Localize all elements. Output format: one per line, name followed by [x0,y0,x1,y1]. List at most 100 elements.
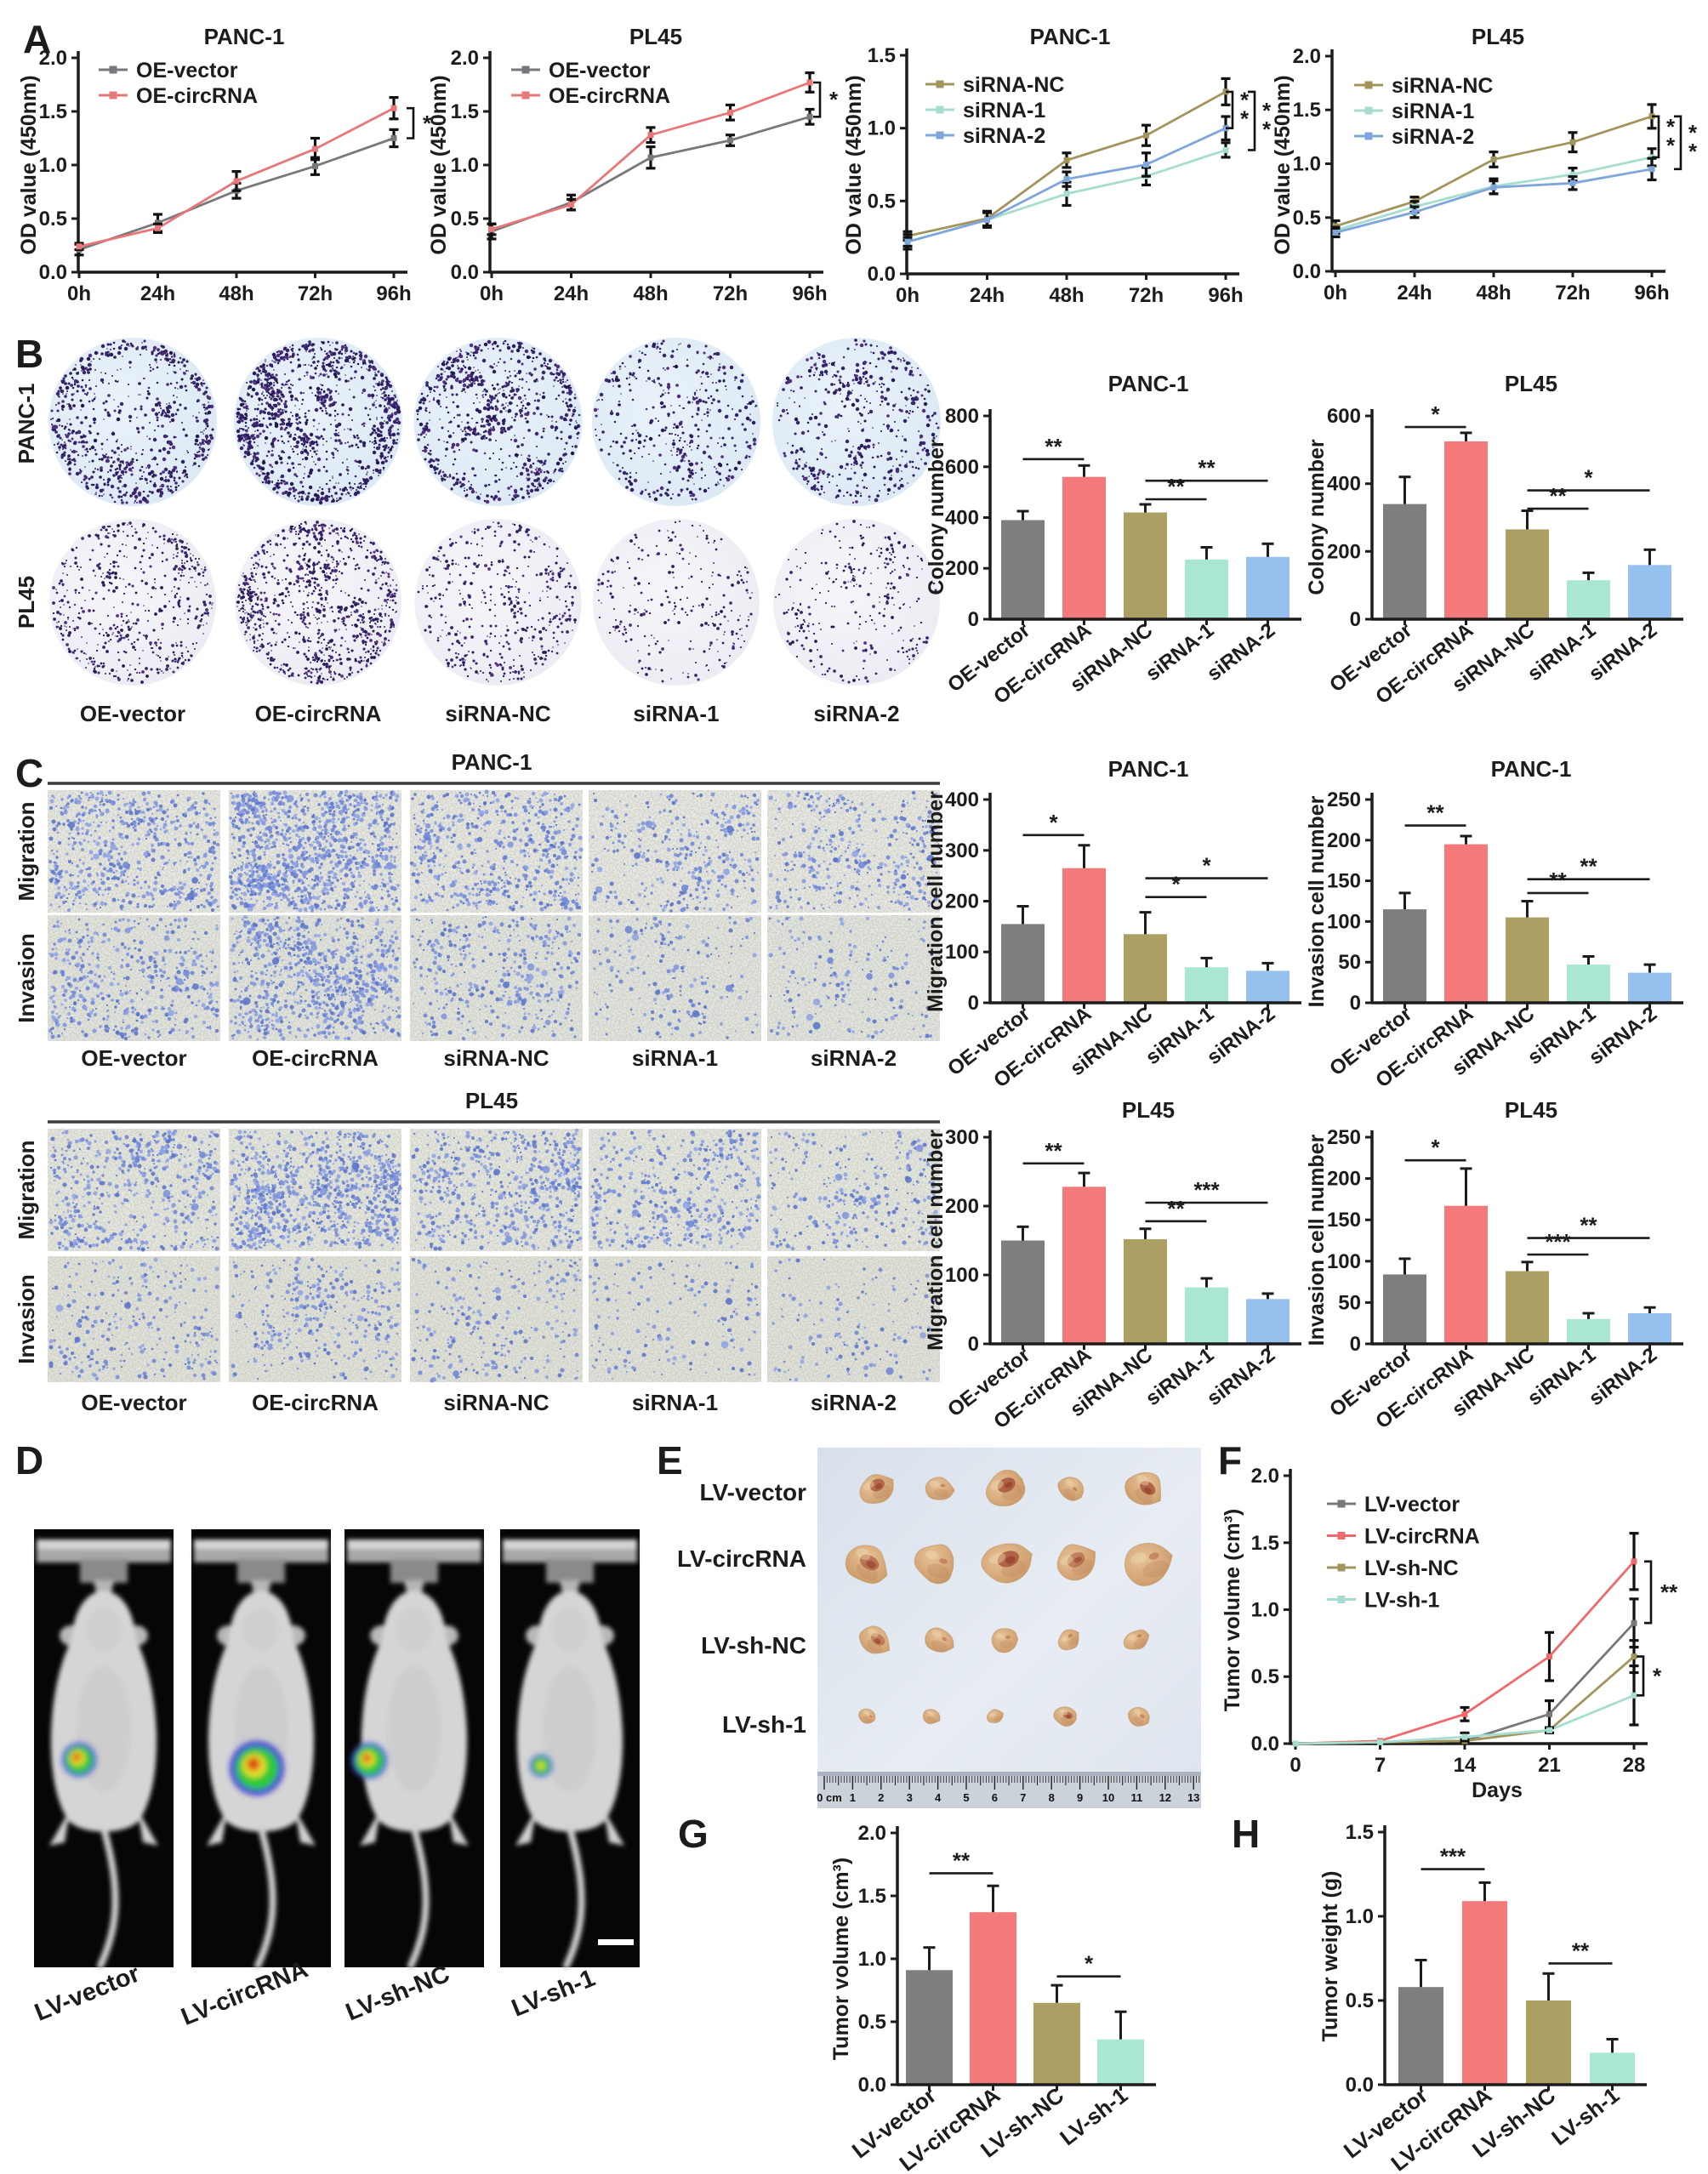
svg-text:Tumor volume (cm³): Tumor volume (cm³) [1221,1509,1244,1711]
svg-text:0.5: 0.5 [858,2011,886,2034]
svg-text:G: G [678,1812,709,1856]
svg-text:0.0: 0.0 [868,263,896,286]
svg-text:LV-sh-1: LV-sh-1 [722,1711,806,1738]
svg-text:A: A [23,17,51,61]
svg-text:72h: 72h [1129,284,1164,307]
svg-text:0: 0 [968,992,979,1015]
svg-text:48h: 48h [219,282,253,305]
svg-text:PL45: PL45 [1505,1097,1557,1123]
svg-text:PL45: PL45 [629,24,682,49]
svg-text:0.0: 0.0 [1251,1733,1279,1756]
svg-text:Invasion cell number: Invasion cell number [1305,1134,1329,1346]
svg-text:siRNA-2: siRNA-2 [963,124,1045,148]
svg-text:**: ** [1198,455,1216,481]
svg-text:8: 8 [1049,1791,1055,1804]
svg-text:LV-circRNA: LV-circRNA [1364,1525,1480,1549]
svg-text:72h: 72h [713,282,748,305]
svg-text:0h: 0h [896,284,919,307]
svg-text:**: ** [1549,868,1567,893]
svg-text:400: 400 [1327,473,1361,496]
svg-text:0.5: 0.5 [1293,207,1321,230]
svg-text:OD value (450nm): OD value (450nm) [1271,75,1295,254]
svg-text:*: * [1688,120,1698,145]
svg-text:1.5: 1.5 [1293,99,1321,122]
svg-text:24h: 24h [970,284,1005,307]
svg-text:*: * [1653,1664,1662,1689]
svg-text:OE-vector: OE-vector [549,59,651,83]
svg-text:PANC-1: PANC-1 [1491,756,1572,782]
svg-text:*: * [1262,117,1272,142]
svg-text:0h: 0h [1324,282,1347,304]
svg-text:OE-circRNA: OE-circRNA [252,1390,379,1415]
svg-text:2.0: 2.0 [1293,45,1321,68]
svg-text:5: 5 [963,1791,969,1804]
svg-text:siRNA-NC: siRNA-NC [963,73,1064,97]
svg-text:LV-vector: LV-vector [1364,1493,1460,1517]
svg-text:Tumor weight (g): Tumor weight (g) [1318,1871,1342,2042]
svg-text:0.0: 0.0 [1293,260,1321,283]
svg-text:*: * [1666,133,1676,158]
svg-text:OE-vector: OE-vector [80,701,185,726]
svg-text:OE-circRNA: OE-circRNA [549,84,670,108]
svg-text:siRNA-2: siRNA-2 [811,1045,897,1071]
svg-text:LV-vector: LV-vector [699,1479,806,1505]
svg-text:14: 14 [1454,1754,1477,1777]
svg-text:PANC-1: PANC-1 [14,384,39,464]
svg-text:13: 13 [1187,1791,1199,1804]
svg-text:0.5: 0.5 [1346,1989,1374,2012]
svg-text:**: ** [1045,1138,1062,1164]
svg-text:10: 10 [1102,1791,1114,1804]
svg-text:0h: 0h [67,282,91,305]
svg-text:*: * [1431,1135,1440,1160]
svg-text:PANC-1: PANC-1 [452,749,532,775]
svg-text:**: ** [1549,483,1567,509]
svg-text:*: * [1666,114,1676,139]
svg-text:3: 3 [907,1791,913,1804]
svg-text:D: D [15,1438,43,1483]
svg-text:1.0: 1.0 [1251,1599,1279,1622]
svg-text:100: 100 [945,941,979,964]
svg-text:Tumor volume (cm³): Tumor volume (cm³) [829,1858,853,2060]
svg-text:0.0: 0.0 [858,2074,886,2097]
svg-text:0: 0 [968,1333,979,1356]
svg-text:400: 400 [945,788,979,811]
svg-text:100: 100 [1327,910,1361,933]
svg-text:96h: 96h [792,282,827,305]
svg-text:600: 600 [945,456,979,479]
svg-text:100: 100 [945,1264,979,1287]
svg-text:7: 7 [1375,1754,1386,1777]
svg-text:Colony number: Colony number [1305,439,1329,595]
svg-text:1.5: 1.5 [1346,1821,1374,1844]
svg-text:*: * [423,111,432,136]
svg-text:50: 50 [1338,1291,1361,1314]
svg-text:4: 4 [935,1791,942,1804]
svg-text:400: 400 [945,507,979,530]
svg-text:LV-sh-NC: LV-sh-NC [1364,1557,1459,1580]
svg-text:***: *** [1440,1844,1466,1870]
svg-text:250: 250 [1327,1126,1361,1149]
svg-text:***: *** [1545,1229,1571,1255]
svg-text:PANC-1: PANC-1 [1108,371,1189,396]
svg-text:1.0: 1.0 [39,154,67,177]
svg-text:6: 6 [992,1791,998,1804]
svg-text:96h: 96h [1634,282,1669,304]
svg-text:**: ** [1167,474,1185,499]
svg-text:OE-vector: OE-vector [81,1390,186,1415]
svg-text:0.0: 0.0 [1346,2074,1374,2097]
svg-text:1.0: 1.0 [451,154,479,177]
svg-text:OD value (450nm): OD value (450nm) [17,75,41,254]
svg-text:Migration cell number: Migration cell number [924,791,948,1012]
svg-text:24h: 24h [1397,282,1432,304]
svg-text:100: 100 [1327,1250,1361,1273]
svg-text:**: ** [1580,1213,1597,1238]
svg-text:0.0: 0.0 [39,261,67,284]
svg-text:0.5: 0.5 [451,208,479,230]
svg-text:24h: 24h [554,282,589,305]
svg-text:siRNA-1: siRNA-1 [632,1045,718,1071]
svg-text:1.0: 1.0 [1293,153,1321,176]
svg-text:48h: 48h [1049,284,1084,307]
svg-text:300: 300 [945,1126,979,1149]
svg-text:Invasion: Invasion [14,933,39,1022]
svg-text:Invasion: Invasion [14,1274,39,1363]
svg-text:800: 800 [945,405,979,428]
